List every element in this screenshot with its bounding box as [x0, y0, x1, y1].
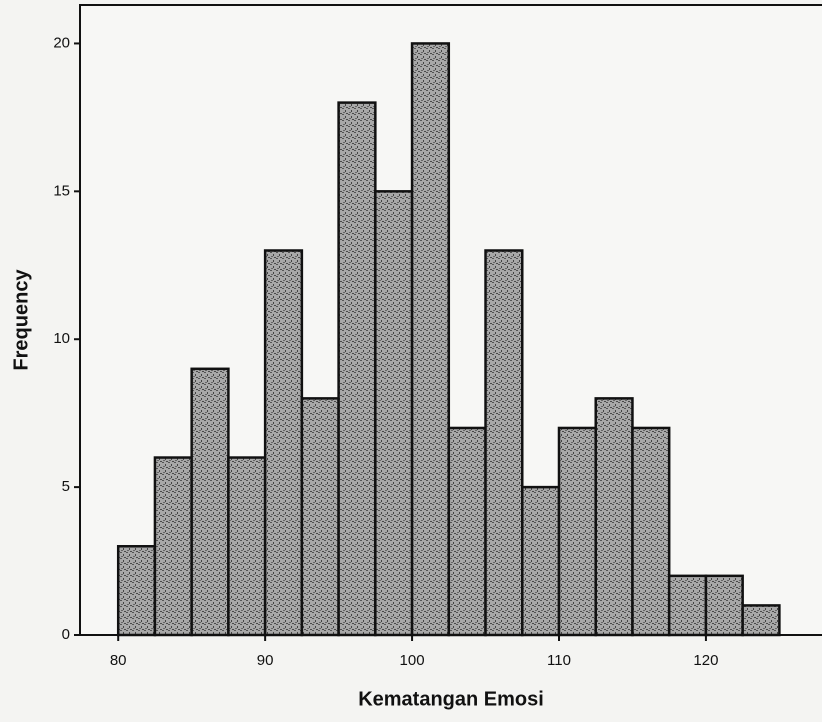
y-tick-label: 0 [62, 626, 70, 643]
bar [631, 426, 671, 637]
bar [484, 249, 524, 637]
bar [557, 426, 597, 637]
bar [227, 456, 267, 637]
bar [667, 574, 708, 637]
bar [190, 367, 230, 637]
y-tick-label: 20 [53, 34, 70, 51]
x-tick-label: 100 [400, 652, 425, 669]
bar [410, 42, 451, 637]
bar [263, 249, 304, 637]
x-tick-label: 90 [257, 652, 274, 669]
x-tick-label: 80 [110, 652, 127, 669]
bar [704, 574, 744, 637]
bar [337, 101, 377, 637]
y-tick-label: 5 [62, 478, 70, 495]
bar [153, 456, 193, 637]
bar [374, 190, 414, 637]
bar [300, 397, 340, 637]
bar [116, 545, 157, 637]
x-axis-label: Kematangan Emosi [358, 688, 544, 710]
y-axis-label: Frequency [10, 269, 32, 371]
y-tick-label: 10 [53, 330, 70, 347]
bar [594, 397, 634, 637]
x-tick-label: 110 [547, 652, 571, 669]
y-tick-label: 15 [53, 182, 70, 199]
bar [521, 485, 561, 637]
bar [447, 426, 487, 637]
bar [741, 604, 781, 637]
x-tick-label: 120 [693, 652, 718, 669]
